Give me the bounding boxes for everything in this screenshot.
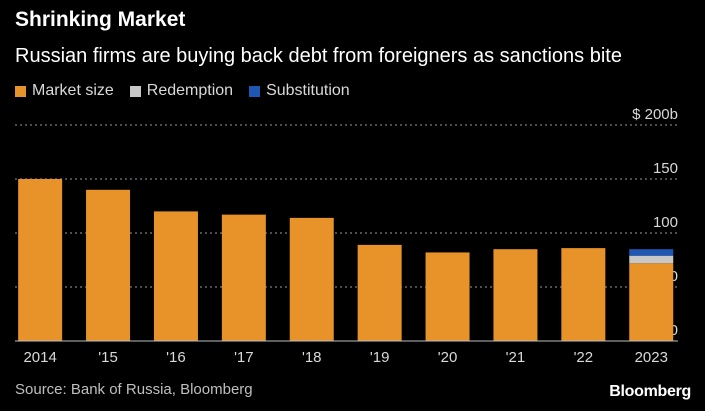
bar-market-size — [425, 252, 470, 341]
bar-substitution — [629, 249, 674, 256]
source-note: Source: Bank of Russia, Bloomberg — [15, 381, 253, 398]
bar-market-size — [153, 211, 198, 341]
chart-subtitle: Russian firms are buying back debt from … — [15, 45, 622, 67]
bar-market-size — [86, 189, 131, 341]
legend-item-market-size: Market size — [15, 82, 114, 100]
x-tick-label: '19 — [370, 349, 390, 366]
y-tick-label: 150 — [653, 160, 678, 177]
y-tick-label: 0 — [670, 322, 678, 339]
x-tick-label: 2014 — [23, 349, 56, 366]
bar-market-size — [357, 244, 402, 341]
bar-market-size — [493, 249, 538, 341]
x-tick-label: '18 — [302, 349, 322, 366]
legend-swatch-substitution — [249, 85, 261, 97]
legend-swatch-market-size — [15, 85, 26, 97]
y-tick-label: 100 — [653, 214, 678, 231]
x-tick-label: 2023 — [635, 349, 668, 366]
legend-swatch-redemption — [129, 85, 141, 97]
legend-label-market-size: Market size — [32, 82, 114, 99]
y-tick-label: $ 200b — [632, 106, 678, 123]
legend-item-redemption: Redemption — [129, 82, 234, 100]
bar-market-size — [629, 263, 674, 341]
legend: Market size Redemption Substitution — [15, 82, 350, 100]
x-tick-label: '20 — [438, 349, 458, 366]
bar-market-size — [18, 179, 63, 341]
legend-label-substitution: Substitution — [266, 82, 350, 99]
bar-market-size — [561, 248, 606, 341]
x-tick-label: '17 — [234, 349, 254, 366]
bloomberg-logo: Bloomberg — [609, 383, 691, 400]
bar-redemption — [629, 255, 674, 264]
chart-title: Shrinking Market — [15, 8, 186, 31]
legend-label-redemption: Redemption — [146, 82, 234, 99]
legend-item-substitution: Substitution — [249, 82, 350, 100]
x-tick-label: '16 — [166, 349, 186, 366]
x-tick-label: '22 — [574, 349, 594, 366]
bar-market-size — [289, 217, 334, 341]
x-tick-label: '21 — [506, 349, 526, 366]
bar-market-size — [221, 214, 266, 341]
x-tick-label: '15 — [98, 349, 118, 366]
